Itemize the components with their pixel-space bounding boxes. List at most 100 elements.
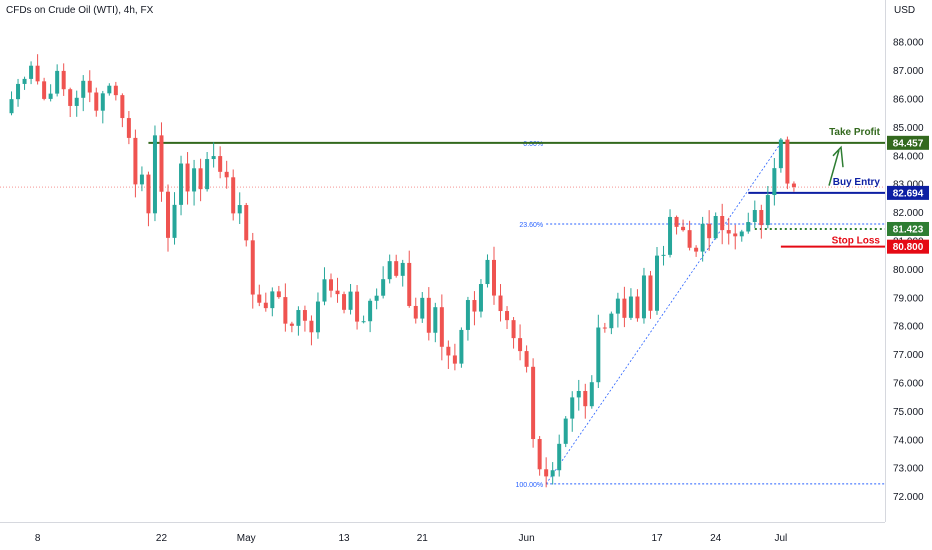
candle-body <box>16 83 21 100</box>
chart-title: CFDs on Crude Oil (WTI), 4h, FX <box>6 5 154 16</box>
y-tick-label: 88.000 <box>893 38 924 49</box>
candle-body <box>726 230 731 234</box>
candle-body <box>641 275 646 319</box>
currency-label[interactable]: USD <box>894 5 916 16</box>
candle-body <box>74 97 79 106</box>
candle-body <box>302 310 307 321</box>
fib-trend-line <box>545 142 782 485</box>
price-badge-text: 82.694 <box>893 188 924 199</box>
level-annotation: Stop Loss <box>832 236 881 247</box>
candle-body <box>452 355 457 364</box>
candle-body <box>739 231 744 237</box>
candle-body <box>159 135 164 192</box>
price-badge <box>887 221 929 236</box>
candle-body <box>387 261 392 280</box>
price-badge <box>887 135 929 150</box>
candle-body <box>263 302 268 309</box>
candle-body <box>283 297 288 324</box>
candle-body <box>687 230 692 248</box>
candle-body <box>348 291 353 310</box>
candle-body <box>237 205 242 214</box>
candle-body <box>48 93 53 99</box>
candle-body <box>185 163 190 192</box>
candle-body <box>596 327 601 383</box>
candle-body <box>29 65 34 79</box>
candle-body <box>205 159 210 190</box>
price-badge-text: 81.423 <box>893 224 924 235</box>
candle-body <box>524 351 529 367</box>
candle-body <box>550 470 555 477</box>
candle-body <box>563 418 568 444</box>
candle-body <box>492 259 496 296</box>
candle-body <box>55 70 60 94</box>
candle-body <box>498 295 503 312</box>
price-badge <box>887 239 929 254</box>
candle-body <box>635 296 640 319</box>
candle-body <box>244 205 249 241</box>
candle-body <box>394 261 399 276</box>
candle-body <box>68 89 73 106</box>
candle-body <box>166 191 170 238</box>
candle-body <box>785 139 790 184</box>
candle-body <box>472 300 477 312</box>
candle-body <box>720 216 725 231</box>
candle-body <box>35 65 40 82</box>
y-tick-label: 86.000 <box>893 95 924 106</box>
candle-body <box>511 320 516 339</box>
candle-body <box>791 183 796 188</box>
y-tick-label: 74.000 <box>893 435 924 446</box>
y-tick-label: 83.000 <box>893 180 924 191</box>
candle-body <box>126 118 131 138</box>
candle-body <box>433 307 438 333</box>
candle-body <box>681 226 686 231</box>
candle-body <box>100 93 105 111</box>
y-tick-label: 82.000 <box>893 208 924 219</box>
candle-body <box>439 307 444 347</box>
candle-body <box>778 139 783 169</box>
candle-body <box>752 210 757 223</box>
candle-body <box>746 222 751 232</box>
y-tick-label: 79.000 <box>893 293 924 304</box>
candle-body <box>355 291 360 322</box>
candle-body <box>707 223 712 239</box>
candle-body <box>113 85 118 96</box>
candle-body <box>224 171 229 178</box>
candle-body <box>218 156 223 172</box>
candle-body <box>713 216 718 239</box>
candle-body <box>459 329 464 364</box>
candle-body <box>589 382 594 407</box>
candle-body <box>765 195 770 226</box>
candle-body <box>87 80 92 93</box>
candle-body <box>759 210 764 226</box>
candle-body <box>289 323 294 326</box>
candle-body <box>537 439 542 470</box>
candle-body <box>505 311 510 321</box>
candle-body <box>661 254 666 256</box>
candle-body <box>668 216 673 255</box>
candle-body <box>628 296 633 318</box>
x-tick-label: May <box>237 533 256 544</box>
price-badge <box>887 185 929 200</box>
candle-body <box>407 262 412 306</box>
candle-body <box>733 233 738 237</box>
y-tick-label: 85.000 <box>893 123 924 134</box>
candle-body <box>9 99 14 114</box>
candle-body <box>250 240 255 295</box>
level-annotation: Take Profit <box>829 127 881 138</box>
x-tick-label: 24 <box>710 533 722 544</box>
fib-level-label: 23.60% <box>519 222 543 229</box>
y-tick-label: 84.000 <box>893 151 924 162</box>
x-tick-label: 8 <box>35 533 41 544</box>
candle-body <box>648 275 653 311</box>
x-tick-label: 21 <box>417 533 429 544</box>
candle-body <box>413 305 418 319</box>
candle-body <box>465 300 470 330</box>
take-profit-arrow <box>828 145 844 186</box>
price-badge-text: 80.800 <box>893 242 924 253</box>
candle-body <box>179 163 184 205</box>
candle-body <box>192 168 197 192</box>
y-tick-label: 73.000 <box>893 464 924 475</box>
candle-body <box>139 174 144 185</box>
x-tick-label: 17 <box>651 533 663 544</box>
